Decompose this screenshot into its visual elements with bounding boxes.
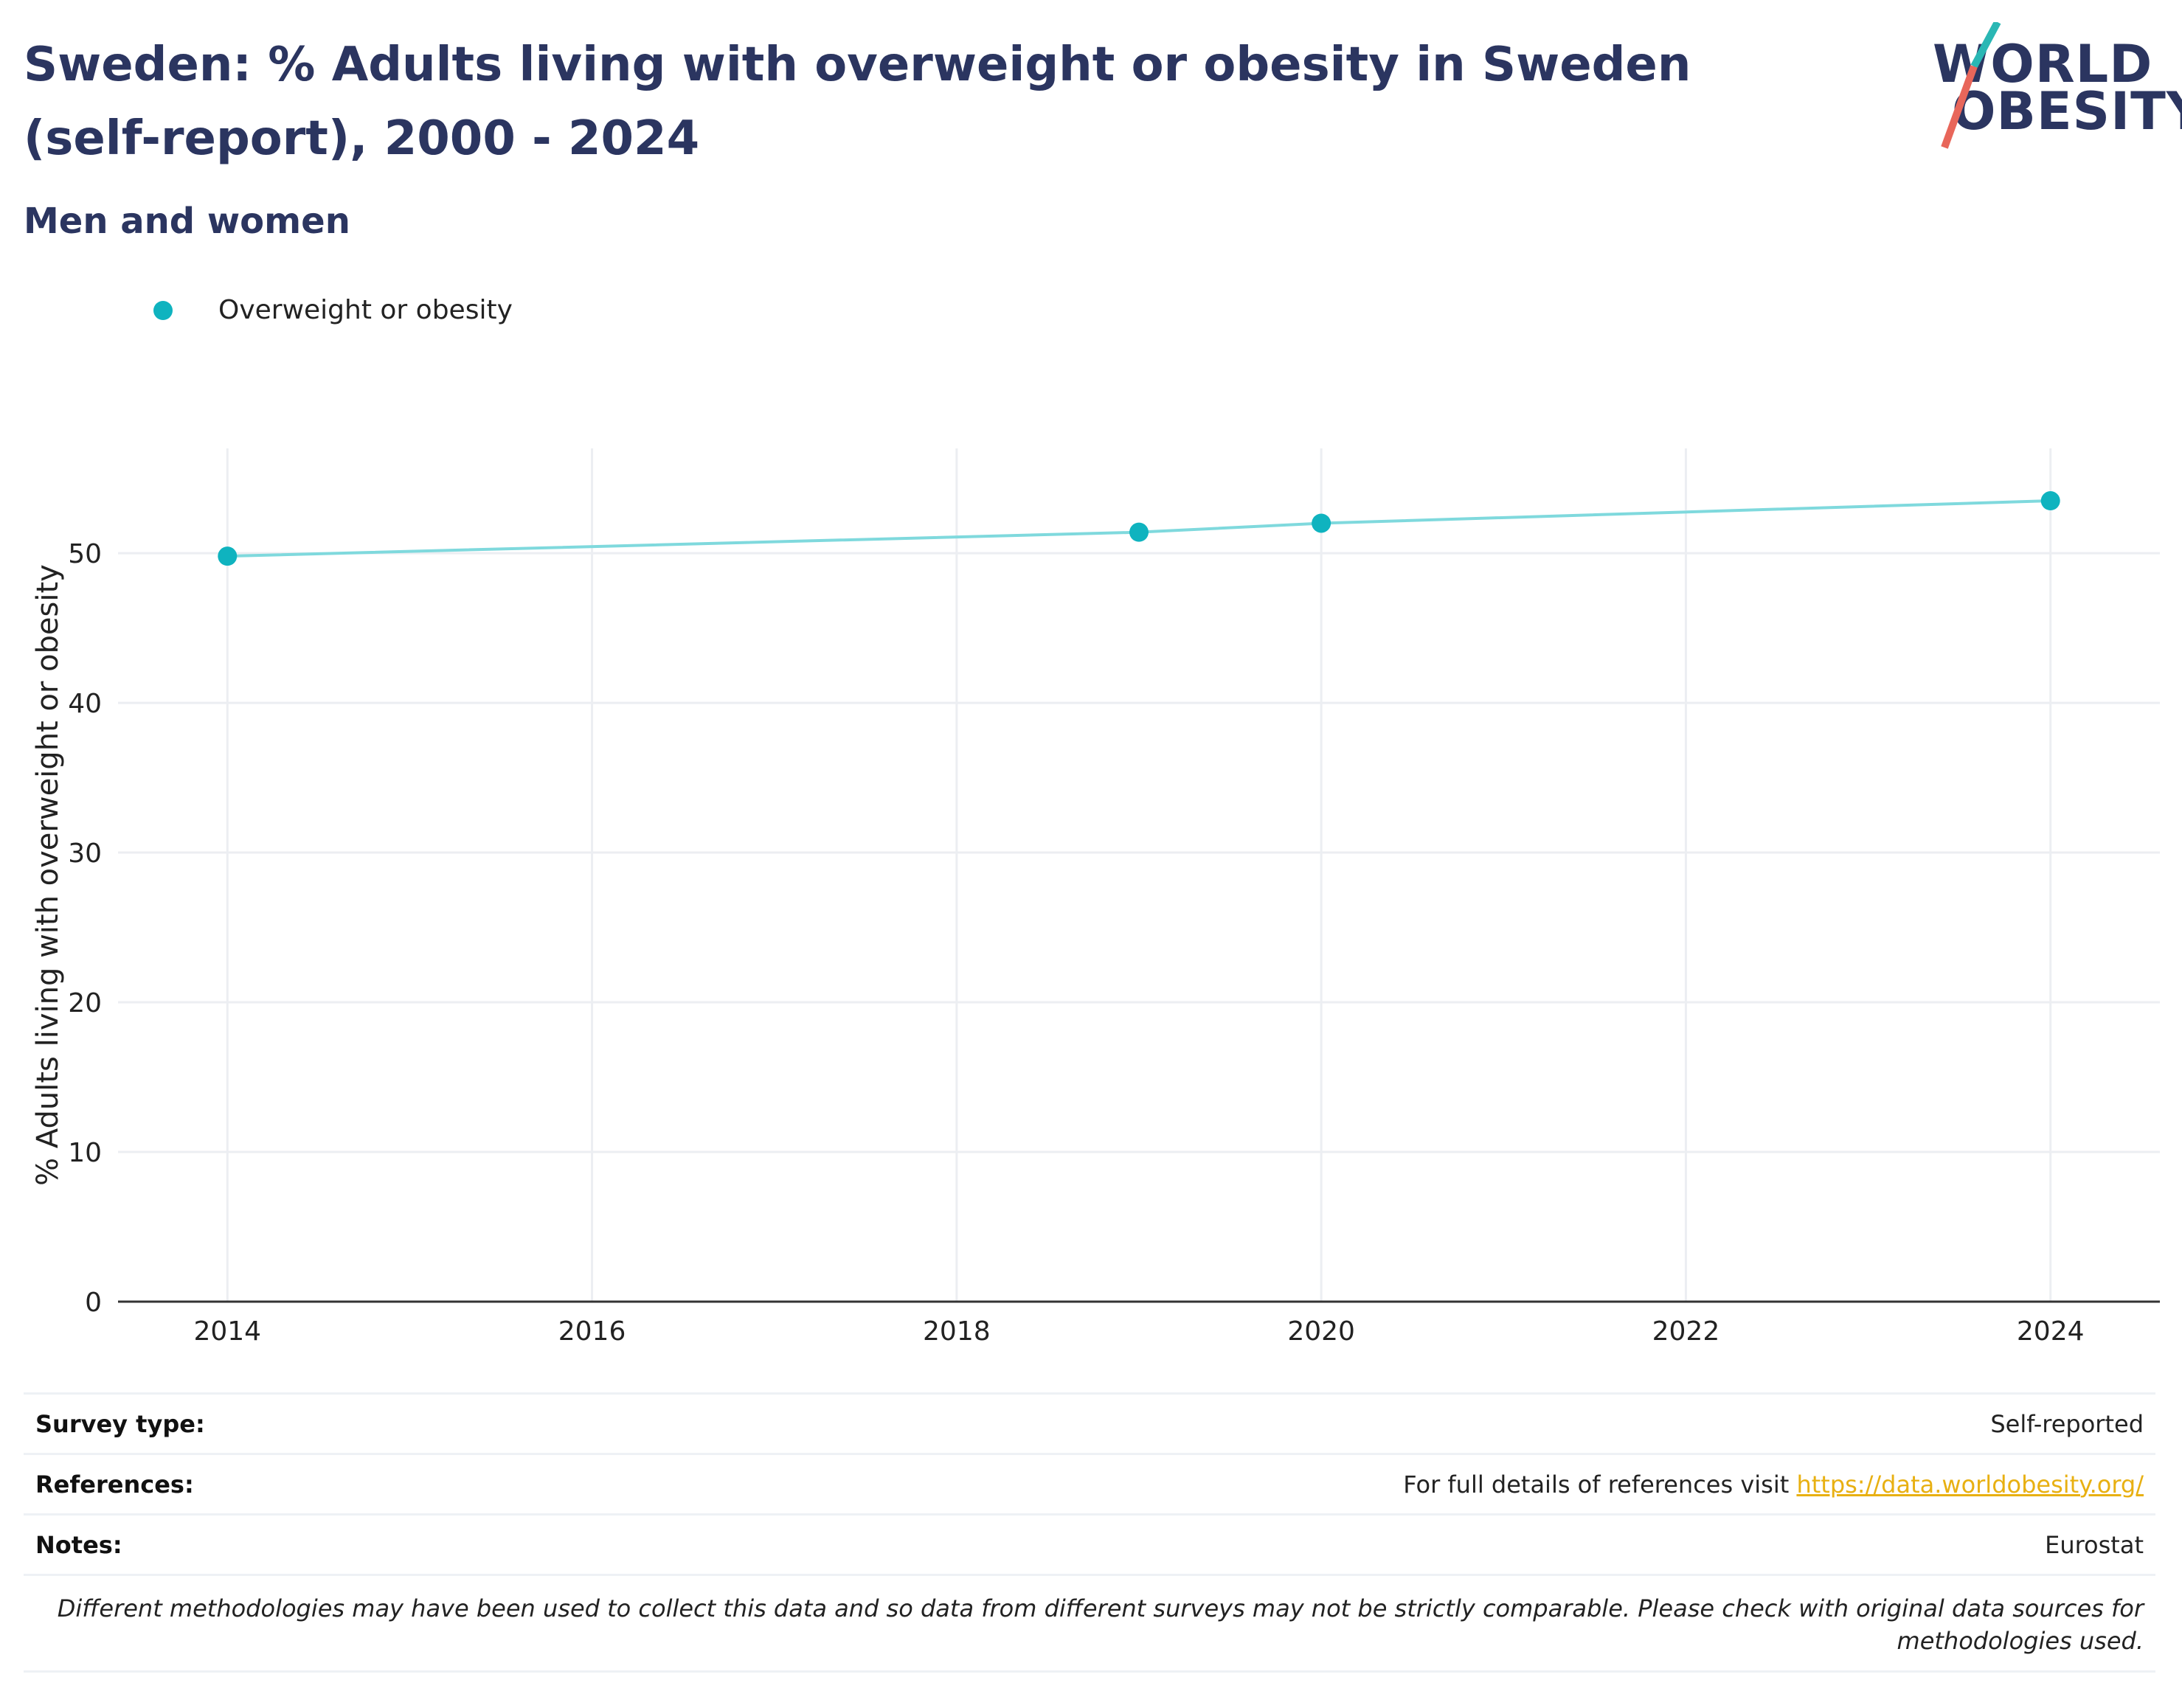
references-label: References: — [35, 1470, 194, 1499]
references-text: For full details of references visit — [1403, 1470, 1790, 1499]
x-tick-label: 2018 — [923, 1316, 991, 1347]
x-tick-label: 2014 — [193, 1316, 261, 1347]
chart-title: Sweden: % Adults living with overweight … — [24, 38, 1691, 166]
y-tick-label: 20 — [68, 988, 102, 1018]
data-point — [218, 546, 238, 566]
y-axis-label: % Adults living with overweight or obesi… — [31, 564, 65, 1186]
y-tick-label: 0 — [85, 1288, 102, 1318]
methodology-disclaimer: Different methodologies may have been us… — [24, 1574, 2155, 1673]
survey-type-label: Survey type: — [35, 1409, 205, 1438]
legend-marker-icon — [153, 300, 173, 320]
legend-label: Overweight or obesity — [218, 295, 513, 325]
data-point — [1312, 513, 1331, 533]
logo-slash-icon — [1941, 22, 2001, 149]
line-chart[interactable]: 2014 2016 2018 2020 2022 2024 0 10 20 30 40 50% Adu… — [0, 0, 2182, 1401]
notes-value: Eurostat — [2045, 1530, 2144, 1559]
references-value: For full details of references visit htt… — [1403, 1471, 2144, 1499]
x-tick-label: 2016 — [558, 1316, 626, 1347]
info-row-notes: Notes: Eurostat — [24, 1513, 2155, 1574]
x-tick-label: 2020 — [1287, 1316, 1355, 1347]
data-point — [2040, 491, 2060, 511]
series-line — [227, 499, 2051, 558]
info-table: Survey type: Self-reported References: F… — [24, 1392, 2155, 1673]
y-tick-label: 50 — [68, 539, 102, 569]
logo-line2: OBESITY — [1952, 81, 2182, 142]
x-tick-label: 2024 — [2017, 1316, 2085, 1347]
world-obesity-logo: WORLD OBESITY — [1918, 22, 2182, 155]
data-point — [1129, 522, 1149, 542]
chart-subtitle: Men and women — [24, 201, 350, 242]
survey-type-value: Self-reported — [1990, 1409, 2144, 1438]
x-tick-label: 2022 — [1652, 1316, 1720, 1347]
y-tick-label: 30 — [68, 839, 102, 869]
y-tick-label: 40 — [68, 689, 102, 719]
y-tick-label: 10 — [68, 1138, 102, 1168]
legend[interactable]: Overweight or obesity — [153, 295, 513, 325]
info-row-survey: Survey type: Self-reported — [24, 1392, 2155, 1453]
notes-label: Notes: — [35, 1530, 122, 1559]
references-link[interactable]: https://data.worldobesity.org/ — [1796, 1470, 2144, 1499]
info-row-references: References: For full details of referenc… — [24, 1453, 2155, 1513]
